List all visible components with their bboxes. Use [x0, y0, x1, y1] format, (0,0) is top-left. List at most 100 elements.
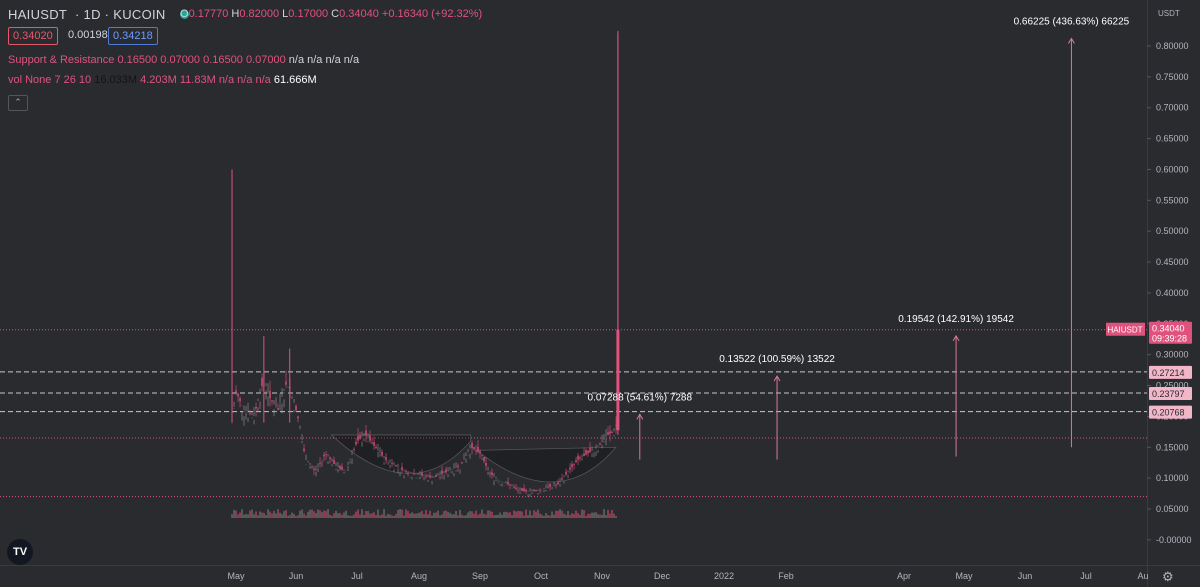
candle-body [233, 407, 235, 408]
candle-body [319, 463, 321, 465]
volume-bar [441, 514, 443, 518]
volume-bar [519, 511, 521, 518]
candle-body [247, 412, 249, 418]
volume-bar [611, 509, 613, 518]
candle-body [443, 473, 445, 475]
volume-bar [437, 510, 439, 518]
indicator-name: Support & Resistance [8, 54, 115, 66]
volume-bar [569, 515, 571, 518]
ask-price-button[interactable]: 0.34218 [108, 27, 158, 45]
x-tick-label: Apr [897, 571, 911, 581]
x-tick-label: 2022 [714, 571, 734, 581]
volume-bar [595, 512, 597, 518]
candle-body [559, 482, 561, 484]
candle-body [423, 476, 425, 477]
candle-body [553, 485, 555, 487]
volume-bar [603, 509, 605, 518]
candle-body [349, 460, 351, 461]
candle-body [453, 468, 455, 474]
volume-bar [473, 513, 475, 518]
volume-bar [259, 511, 261, 518]
candle-body [323, 454, 325, 457]
candle-body [235, 390, 237, 392]
candle-body [543, 489, 545, 490]
volume-bar [547, 514, 549, 518]
candle-body [301, 440, 303, 441]
candle-body [309, 465, 311, 466]
candle-body [381, 451, 383, 456]
candle-body [239, 398, 241, 402]
bid-price-button[interactable]: 0.34020 [8, 27, 58, 45]
indicator-volume[interactable]: vol None 7 26 10 16.033M 4.203M 11.83M n… [8, 74, 317, 86]
candle-body [473, 447, 475, 450]
volume-bar [439, 515, 441, 518]
candle-body [363, 435, 365, 439]
volume-bar [419, 512, 421, 518]
collapse-legend-icon[interactable]: ⌃ [8, 95, 28, 111]
candle-body [555, 484, 557, 486]
volume-bar [577, 513, 579, 518]
candle-body [501, 482, 503, 484]
volume-bar [513, 510, 515, 518]
volume-bar [447, 511, 449, 518]
x-tick-label: Jun [1018, 571, 1033, 581]
candle-body [519, 490, 521, 492]
volume-bar [335, 510, 337, 518]
candle-body [511, 486, 513, 489]
candle-body [333, 459, 335, 465]
volume-bar [291, 512, 293, 518]
volume-bar [563, 513, 565, 518]
volume-bar [517, 510, 519, 518]
volume-bar [459, 509, 461, 518]
volume-bar [575, 510, 577, 518]
candle-body [317, 467, 319, 469]
candle-body [237, 393, 239, 397]
indicator-support-resistance[interactable]: Support & Resistance 0.16500 0.07000 0.1… [8, 54, 360, 66]
candle-body [433, 477, 435, 479]
candle-body [255, 406, 257, 409]
volume-bar [567, 511, 569, 518]
candle-body [385, 457, 387, 461]
candle-body [465, 456, 467, 459]
volume-bar [327, 509, 329, 518]
volume-bar [287, 515, 289, 518]
candle-body [497, 480, 499, 482]
volume-bar [253, 514, 255, 518]
volume-bar [421, 510, 423, 518]
candle-body [245, 411, 247, 413]
candle-body [609, 431, 611, 434]
candle-body [475, 450, 477, 452]
volume-bar [369, 513, 371, 518]
volume-bar [429, 510, 431, 518]
x-tick-label: Nov [594, 571, 611, 581]
volume-bar [235, 510, 237, 518]
candle-body [471, 443, 473, 449]
volume-bar [321, 512, 323, 518]
volume-bar [559, 509, 561, 518]
gear-icon[interactable]: ⚙ [1162, 569, 1174, 584]
x-tick-label: Au [1137, 571, 1148, 581]
candle-body [603, 439, 605, 441]
candle-body [483, 457, 485, 462]
x-tick-label: Feb [778, 571, 794, 581]
spread-value: 0.00198 [68, 29, 108, 41]
volume-bar [371, 513, 373, 518]
market-status-icon [179, 10, 189, 19]
volume-bar [465, 515, 467, 518]
candle-body [267, 392, 269, 397]
candle-body [387, 461, 389, 463]
volume-bar [241, 509, 243, 518]
y-tick-label: 0.60000 [1156, 164, 1189, 174]
candle-body [613, 431, 615, 435]
candle-body [357, 435, 359, 441]
volume-bar [289, 514, 291, 518]
candle-body [251, 415, 253, 418]
volume-bar [585, 515, 587, 518]
candle-body [431, 477, 433, 481]
symbol-title[interactable]: HAIUSDT · 1D · KUCOIN [8, 7, 189, 22]
volume-bar [361, 509, 363, 518]
candle-body [439, 474, 441, 476]
candle-body [343, 471, 345, 472]
